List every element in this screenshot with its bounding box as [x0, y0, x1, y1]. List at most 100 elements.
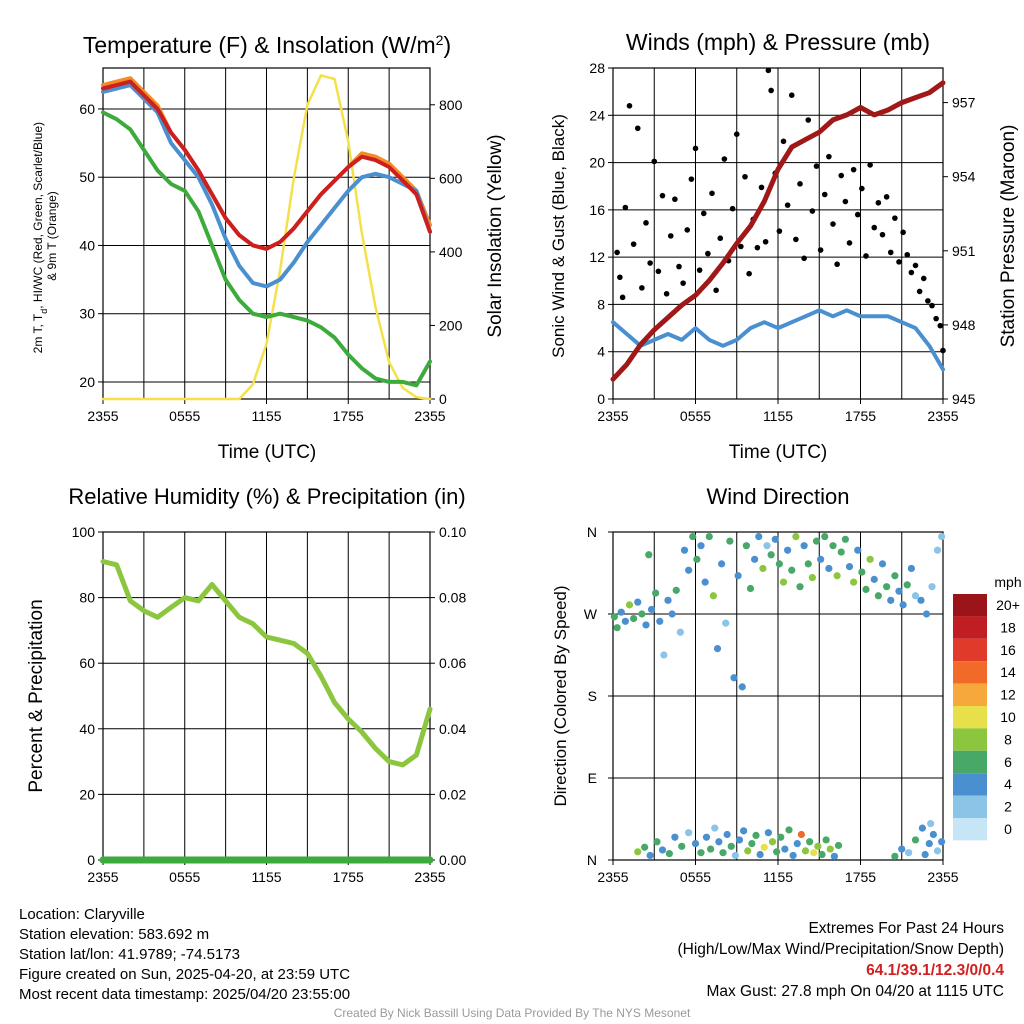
gust-point: [643, 220, 649, 226]
y-tick-label-right: 0.00: [439, 852, 466, 868]
credit-text: Created By Nick Bassill Using Data Provi…: [333, 1006, 691, 1020]
direction-point: [676, 628, 684, 636]
x-tick-label: 0555: [680, 869, 711, 885]
direction-point: [760, 843, 768, 851]
gust-point: [788, 92, 795, 98]
x-tick-label: 2355: [597, 408, 628, 424]
direction-point: [691, 840, 700, 848]
x-tick-label: 2355: [87, 408, 118, 424]
direction-point: [771, 535, 779, 543]
y-tick-label: 16: [589, 202, 605, 218]
gust-point: [813, 163, 820, 169]
direction-point: [735, 836, 744, 844]
gust-point: [896, 259, 902, 265]
direction-point: [818, 850, 826, 859]
gust-point: [655, 268, 662, 275]
y-tick-label-right: 400: [439, 244, 463, 260]
x-tick-label: 2355: [927, 869, 958, 885]
y-axis-label-left: Sonic Wind & Gust (Blue, Black): [549, 114, 568, 358]
direction-point: [903, 581, 911, 589]
gust-point: [676, 263, 682, 270]
gust-point: [696, 267, 703, 273]
colorbar-swatch: [953, 616, 987, 639]
direction-point: [621, 617, 629, 625]
y-tick-label: S: [588, 688, 597, 704]
x-tick-label: 1755: [333, 408, 364, 424]
direction-point: [718, 560, 726, 568]
direction-point: [921, 850, 929, 859]
gust-point: [617, 274, 623, 281]
chart-title: Temperature (F) & Insolation (W/m2): [83, 32, 451, 58]
direction-point: [645, 551, 653, 559]
direction-point: [680, 546, 689, 554]
plot-area: 2355 0555 1155 1755 235504812162024289459489…: [589, 60, 975, 424]
direction-point: [630, 614, 638, 623]
direction-point: [689, 532, 697, 541]
direction-point: [634, 848, 642, 856]
y-tick-label: 30: [79, 306, 95, 322]
panel-wind-direction: Wind Direction 2355 0555 1155 1755 2355NESWN…: [551, 484, 1022, 885]
gust-point: [842, 198, 849, 205]
direction-point: [647, 605, 656, 614]
direction-point: [764, 829, 772, 837]
gust-point: [929, 302, 935, 309]
x-tick-label: 1155: [763, 408, 793, 424]
direction-point: [744, 847, 752, 855]
colorbar: mph 20+ 18 16 14 12 10 8 6 4 2 0: [953, 574, 1022, 841]
gust-point: [850, 166, 857, 173]
colorbar-title: mph: [994, 574, 1021, 590]
gust-point: [871, 224, 878, 231]
created-text: Figure created on Sun, 2025-04-20, at 23…: [19, 966, 351, 983]
y-tick-label: 8: [597, 296, 605, 312]
x-tick-label: 2355: [927, 408, 958, 424]
direction-point: [658, 846, 667, 854]
x-axis-label: Time (UTC): [218, 442, 317, 463]
direction-point: [727, 842, 735, 850]
gust-point: [801, 255, 807, 262]
direction-point: [702, 833, 711, 841]
y-tick-label-right: 0.02: [439, 786, 466, 802]
colorbar-label: 10: [1000, 709, 1016, 725]
direction-point: [817, 555, 825, 563]
series-line-solar-insolation: [101, 74, 432, 401]
gust-point: [758, 184, 765, 191]
direction-point: [705, 532, 713, 541]
gust-point: [916, 288, 923, 295]
y-tick-label: 24: [589, 107, 605, 123]
x-tick-label: 0555: [169, 408, 200, 424]
direction-point: [763, 542, 771, 550]
direction-point: [789, 851, 797, 860]
colorbar-swatch: [953, 728, 987, 751]
latlon-text: Station lat/lon: 41.9789; -74.5173: [19, 946, 241, 963]
direction-point: [697, 542, 705, 550]
direction-point: [730, 674, 738, 682]
gust-point: [780, 138, 787, 145]
colorbar-label: 12: [1000, 687, 1016, 703]
direction-point: [641, 843, 649, 851]
direction-point: [768, 838, 777, 846]
y-tick-label-right: 200: [439, 317, 463, 333]
gust-point: [692, 145, 699, 152]
gust-point: [859, 185, 865, 192]
direction-point: [874, 592, 882, 600]
direction-point: [664, 596, 672, 604]
direction-point: [638, 610, 646, 618]
direction-point: [775, 560, 783, 568]
direction-point: [715, 838, 723, 846]
gust-point: [920, 275, 927, 282]
colorbar-label: 20+: [996, 597, 1020, 613]
direction-point: [713, 645, 722, 653]
gust-point: [762, 238, 769, 245]
y-tick-label: N: [587, 852, 597, 868]
direction-point: [933, 847, 942, 855]
x-tick-label: 2355: [414, 869, 445, 885]
gust-point: [659, 192, 666, 199]
location-text: Location: Claryville: [19, 906, 145, 923]
y-tick-label: E: [588, 770, 597, 786]
direction-point: [814, 842, 822, 850]
chart-title: Wind Direction: [706, 484, 849, 509]
direction-point: [685, 829, 693, 837]
direction-point: [854, 546, 862, 554]
direction-point: [693, 555, 701, 563]
colorbar-swatch: [953, 773, 987, 796]
